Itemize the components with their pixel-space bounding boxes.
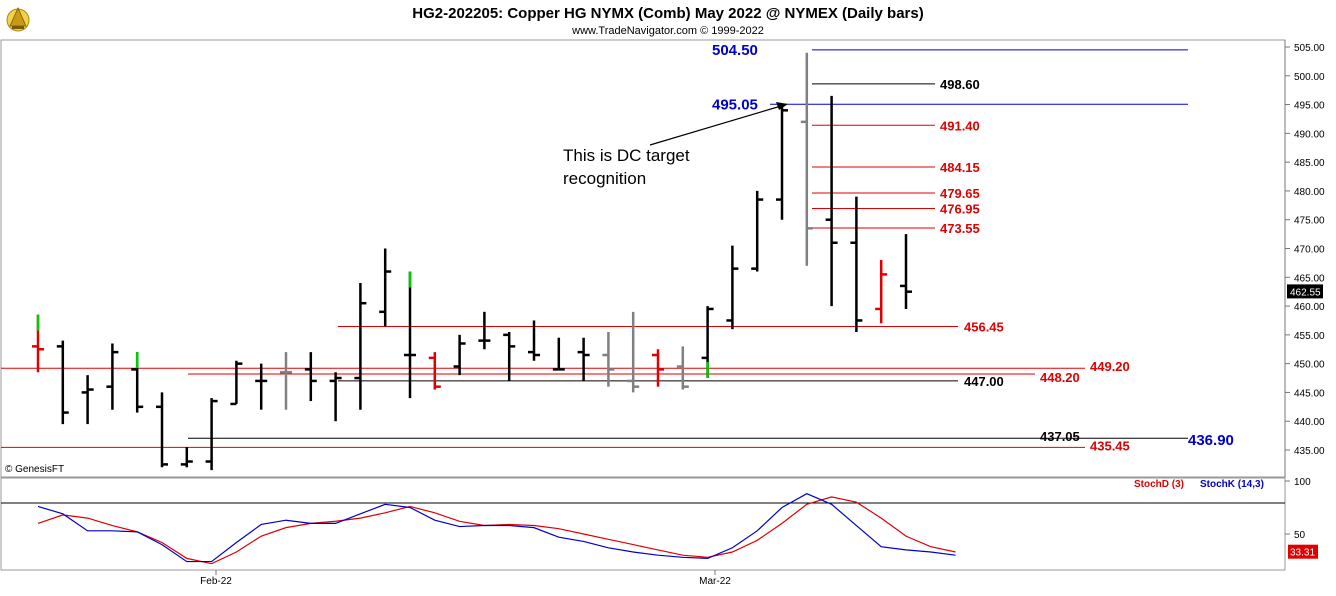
stochastic-panel: 100 50 33.31 StochD (3) StochK (14,3) (1, 477, 1318, 565)
level-label: 495.05 (712, 96, 758, 113)
ohlc-bar (156, 392, 168, 468)
level-label: 449.20 (1090, 359, 1130, 374)
ohlc-bar (56, 340, 69, 425)
ohlc-bar (825, 95, 838, 307)
stochD-legend: StochD (3) (1134, 479, 1184, 490)
stoch-panel-frame (0, 477, 1286, 571)
date-tick-label: Mar-22 (699, 576, 731, 587)
ohlc-bar (280, 352, 292, 410)
stochK-legend: StochK (14,3) (1200, 479, 1264, 490)
tradenavigator-logo (6, 7, 30, 32)
ohlc-bar (230, 360, 243, 406)
ohlc-bar (180, 447, 193, 468)
dc-note-arrow (649, 105, 782, 146)
ohlc-bar (453, 334, 466, 376)
ohlc-bar (726, 245, 739, 330)
stochK-line (37, 493, 956, 563)
price-axis: 505.00 500.00 495.00 490.00 485.00 480.00 475.… (1284, 40, 1325, 477)
ohlc-bar (81, 375, 94, 425)
ohlc-bar (205, 398, 218, 471)
ohlc-bar (354, 283, 367, 410)
ohlc-bar (329, 372, 342, 422)
level-label: 491.40 (940, 118, 980, 133)
last-price-label: 462.55 (1290, 287, 1321, 298)
price-tick-label: 485.00 (1294, 158, 1325, 169)
ohlc-bar (776, 104, 788, 220)
ohlc-bar (528, 320, 540, 361)
dc-note-line1: This is DC target (563, 146, 690, 165)
ohlc-bar (404, 271, 416, 399)
ohlc-bar (131, 352, 144, 413)
price-tick-label: 455.00 (1294, 331, 1325, 342)
last-price-box (1287, 284, 1323, 299)
level-label: 479.65 (940, 186, 980, 201)
date-tick-label: Feb-22 (200, 576, 232, 587)
ohlc-bar (106, 343, 119, 410)
price-tick-label: 475.00 (1294, 216, 1325, 227)
ohlc-bar (850, 196, 863, 332)
ohlc-bar (751, 190, 764, 272)
ohlc-bar (652, 349, 664, 387)
price-tick-label: 450.00 (1294, 360, 1325, 371)
price-tick-label: 435.00 (1294, 446, 1325, 457)
price-tick-label: 480.00 (1294, 187, 1325, 198)
ohlc-bars (32, 52, 912, 471)
level-label: 437.05 (1040, 429, 1080, 444)
ohlc-bar (255, 363, 268, 410)
level-label: 498.60 (940, 77, 980, 92)
dc-note-line2: recognition (563, 169, 646, 188)
level-label: 456.45 (964, 320, 1004, 335)
level-label: 504.50 (712, 42, 758, 59)
level-label: 447.00 (964, 374, 1004, 389)
level-label: 436.90 (1188, 432, 1234, 449)
ohlc-bar (478, 311, 491, 350)
dc-note-arrowhead (776, 102, 788, 110)
ohlc-bar (577, 337, 590, 381)
price-tick-label: 495.00 (1294, 101, 1325, 112)
ohlc-bar (304, 352, 317, 402)
stoch-last-box (1288, 544, 1318, 559)
genesis-watermark: © GenesisFT (5, 464, 64, 475)
ohlc-bar (379, 248, 392, 327)
price-tick-label: 465.00 (1294, 273, 1325, 284)
price-tick-label: 505.00 (1294, 43, 1325, 54)
chart-title: HG2-202205: Copper HG NYMX (Comb) May 20… (412, 5, 923, 22)
level-label: 473.55 (940, 221, 980, 236)
ohlc-bar (875, 260, 888, 324)
ohlc-bar (627, 311, 640, 393)
level-label: 484.15 (940, 160, 980, 175)
price-tick-label: 500.00 (1294, 72, 1325, 83)
ohlc-bar (503, 331, 516, 381)
ohlc-bar (900, 234, 912, 309)
ohlc-bar (701, 306, 714, 379)
chart-subtitle: www.TradeNavigator.com © 1999-2022 (571, 25, 764, 37)
level-label: 476.95 (940, 201, 980, 216)
ohlc-bar (552, 337, 565, 371)
dc-target-note: This is DC target recognition (563, 102, 788, 188)
ohlc-bar (800, 52, 813, 266)
ohlc-bar (676, 346, 689, 390)
level-lines: 504.50 498.60 495.05 491.40 484.15 479.65476.… (1, 42, 1234, 453)
ohlc-bar (602, 331, 615, 387)
price-tick-label: 440.00 (1294, 417, 1325, 428)
price-tick-label: 470.00 (1294, 245, 1325, 256)
stoch-last-label: 33.31 (1290, 548, 1315, 559)
stoch-tick-label: 100 (1294, 477, 1311, 488)
price-tick-label: 445.00 (1294, 388, 1325, 399)
ohlc-bar (32, 314, 44, 373)
stoch-tick-label: 50 (1294, 530, 1306, 541)
price-tick-label: 460.00 (1294, 302, 1325, 313)
level-label: 435.45 (1090, 438, 1130, 453)
date-axis: Feb-22 Mar-22 (200, 570, 731, 587)
price-tick-label: 490.00 (1294, 129, 1325, 140)
ohlc-bar (428, 352, 441, 390)
level-label: 448.20 (1040, 370, 1080, 385)
